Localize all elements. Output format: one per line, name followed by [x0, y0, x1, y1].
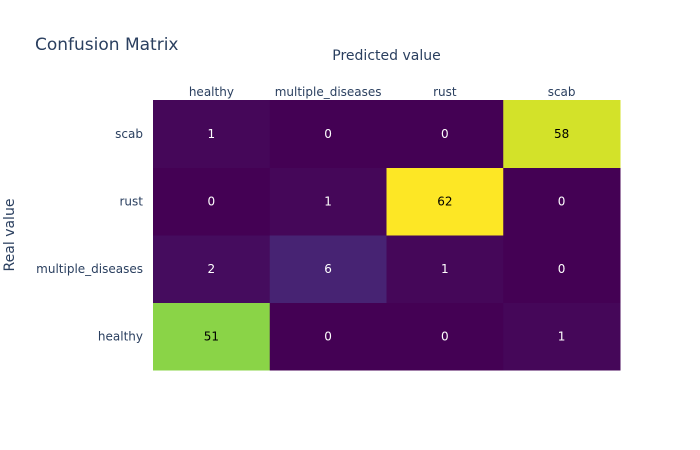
- y-tick-label-healthy: healthy: [98, 329, 143, 343]
- heatmap-cell-labels: 51 0 0 12 6 1 00 1 62 01 0 0 58: [204, 127, 570, 344]
- heatmap-cell-rust-multiple_diseases: [269, 167, 387, 236]
- heatmap-cell-multiple_diseases-rust: [386, 235, 504, 303]
- x-tick-label-multiple_diseases: multiple_diseases: [275, 85, 382, 99]
- heatmap-cell-multiple_diseases-multiple_diseases: [269, 235, 387, 303]
- cell-value-label: 0: [441, 329, 449, 343]
- cell-value-label: 62: [437, 194, 452, 208]
- heatmap-cell-scab-rust: [386, 100, 504, 168]
- cell-value-label: 0: [324, 329, 332, 343]
- heatmap-cell-scab-healthy: [153, 100, 271, 168]
- heatmap-cell-rust-healthy: [153, 167, 271, 236]
- y-tick-label-scab: scab: [115, 127, 143, 141]
- x-tick-label-rust: rust: [433, 85, 457, 99]
- cell-value-label: 6: [324, 262, 332, 276]
- y-axis-title: Real value: [2, 199, 18, 272]
- heatmap-cell-scab-multiple_diseases: [269, 100, 387, 168]
- y-tick-label-multiple_diseases: multiple_diseases: [36, 262, 143, 276]
- cell-value-label: 1: [558, 329, 566, 343]
- cell-value-label: 1: [441, 262, 449, 276]
- heatmap-cell-healthy-healthy: [153, 302, 271, 371]
- heatmap-cell-scab-scab: [503, 100, 621, 168]
- heatmap-cell-multiple_diseases-healthy: [153, 235, 271, 303]
- heatmap-cell-rust-scab: [503, 167, 621, 236]
- heatmap-cell-healthy-multiple_diseases: [269, 302, 387, 371]
- x-tick-label-healthy: healthy: [189, 85, 234, 99]
- chart-title: Confusion Matrix: [35, 35, 179, 55]
- heatmap-cell-rust-rust: [386, 167, 504, 236]
- y-axis-ticks: healthy multiple_diseases rust scab: [36, 127, 143, 344]
- cell-value-label: 51: [204, 329, 219, 343]
- cell-value-label: 0: [558, 262, 566, 276]
- x-tick-label-scab: scab: [548, 85, 576, 99]
- cell-value-label: 58: [554, 127, 569, 141]
- x-axis-ticks: healthy multiple_diseases rust scab: [189, 85, 576, 99]
- heatmap-cell-multiple_diseases-scab: [503, 235, 621, 303]
- cell-value-label: 1: [324, 194, 332, 208]
- y-tick-label-rust: rust: [120, 194, 144, 208]
- cell-value-label: 0: [558, 194, 566, 208]
- x-axis-title: Predicted value: [332, 48, 440, 64]
- heatmap-cell-healthy-scab: [503, 302, 621, 371]
- cell-value-label: 0: [441, 127, 449, 141]
- heatmap-cells: [153, 100, 621, 371]
- cell-value-label: 0: [208, 194, 216, 208]
- cell-value-label: 1: [208, 127, 216, 141]
- cell-value-label: 0: [324, 127, 332, 141]
- cell-value-label: 2: [208, 262, 216, 276]
- heatmap-cell-healthy-rust: [386, 302, 504, 371]
